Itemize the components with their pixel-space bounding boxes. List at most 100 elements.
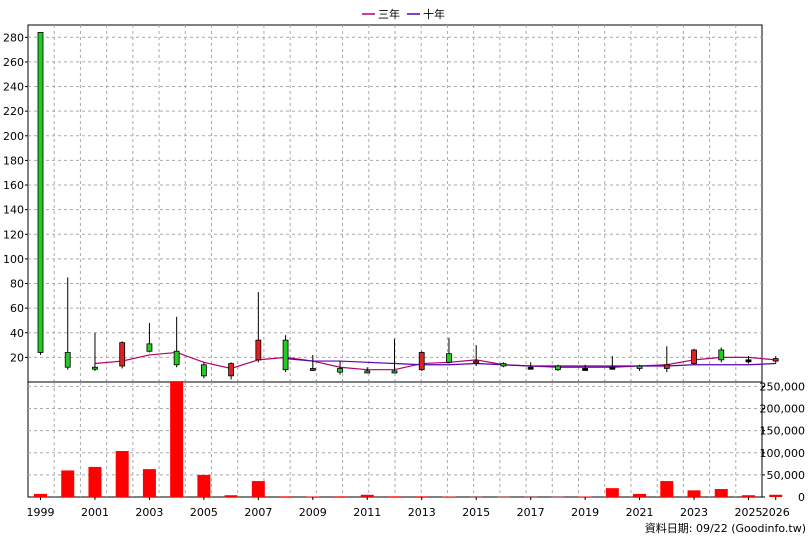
candle	[119, 341, 126, 369]
candle-body	[636, 365, 643, 369]
candlesticks	[37, 31, 779, 380]
candle-body	[745, 359, 752, 363]
volume-bar	[415, 496, 429, 497]
candle	[554, 364, 561, 371]
volume-bar	[360, 494, 374, 497]
x-tick-label: 2017	[517, 506, 545, 519]
volume-tick-label: 150,000	[760, 425, 806, 438]
candle-body	[418, 352, 425, 371]
x-tick-label: 2015	[462, 506, 490, 519]
volume-panel: 0 50,000 100,000 150,000 200,000 250,000	[27, 380, 806, 504]
candle	[582, 364, 589, 371]
candle	[92, 332, 98, 371]
candle	[663, 346, 670, 373]
candle	[446, 337, 452, 364]
price-tick-label: 60	[10, 302, 24, 315]
candle	[745, 356, 752, 364]
price-tick-label: 140	[3, 204, 24, 217]
volume-bar	[251, 481, 265, 497]
price-tick-label: 80	[10, 278, 24, 291]
volume-bar	[197, 474, 211, 497]
volume-tick-label: 250,000	[760, 380, 806, 393]
candle	[500, 362, 507, 368]
candle-body	[554, 365, 561, 371]
price-tick-label: 120	[3, 228, 24, 241]
candle-body	[200, 364, 207, 377]
x-tick-label: 2005	[190, 506, 218, 519]
x-tick-label: 2023	[680, 506, 708, 519]
candle-body	[64, 352, 71, 368]
x-tick-label: 2019	[571, 506, 599, 519]
price-tick-label: 180	[3, 154, 24, 167]
price-panel-frame	[27, 24, 763, 383]
x-tick-label: 2026	[762, 506, 790, 519]
candle-body	[473, 360, 480, 364]
candle-body	[92, 366, 98, 370]
x-tick-label: 1999	[27, 506, 55, 519]
candle-body	[282, 339, 289, 371]
candle-body	[718, 349, 725, 361]
x-tick-label: 2025	[735, 506, 763, 519]
candle-body	[500, 363, 507, 367]
candle	[364, 367, 371, 374]
volume-bar	[605, 488, 619, 497]
price-tick-label: 220	[3, 105, 24, 118]
candle	[200, 362, 207, 379]
candle	[691, 348, 697, 365]
price-tick-label: 200	[3, 130, 24, 143]
x-tick-label: 2001	[81, 506, 109, 519]
candle	[391, 338, 398, 374]
candle-body	[364, 370, 371, 374]
volume-bar	[34, 493, 47, 497]
candle-body	[663, 364, 670, 369]
candle-body	[228, 363, 235, 377]
volume-tick-label: 100,000	[760, 447, 806, 460]
candle	[636, 364, 643, 371]
candle	[309, 354, 316, 371]
price-tick-label: 280	[3, 31, 24, 44]
candle-body	[582, 368, 589, 371]
volume-bar	[224, 495, 238, 497]
candle	[282, 335, 289, 373]
candle-body	[772, 358, 779, 362]
volume-bar	[633, 493, 647, 497]
volume-bar	[742, 495, 755, 497]
candle	[337, 361, 343, 375]
candle-body	[309, 368, 316, 371]
x-tick-label: 2007	[244, 506, 272, 519]
candle-body	[37, 31, 44, 353]
volume-bar	[61, 470, 75, 497]
price-y-axis: 20 40 60 80 100 120 140 160 180 200 220 240 260 280	[3, 31, 28, 364]
price-tick-label: 160	[3, 179, 24, 192]
volume-bar	[769, 494, 783, 497]
volume-bar	[687, 490, 701, 497]
volume-bar	[88, 466, 102, 497]
volume-bar	[306, 496, 320, 498]
candle-body	[255, 339, 262, 361]
volume-tick-label: 0	[798, 491, 805, 504]
legend: 三年 十年	[362, 7, 445, 21]
volume-bar	[714, 489, 728, 497]
candle	[146, 322, 153, 353]
moving-average-line	[94, 351, 776, 371]
candle-body	[119, 342, 126, 367]
candle	[718, 347, 725, 363]
x-tick-label: 2021	[626, 506, 654, 519]
moving-average-lines	[94, 351, 776, 371]
candle-body	[527, 366, 534, 370]
volume-tick-label: 50,000	[767, 469, 806, 482]
legend-label-ten-year: 十年	[423, 7, 445, 21]
candle-body	[337, 368, 343, 373]
candle	[772, 356, 779, 364]
volume-bar	[333, 496, 347, 497]
volume-y-axis: 0 50,000 100,000 150,000 200,000 250,000	[760, 380, 806, 504]
volume-gridlines	[28, 382, 762, 497]
candle	[609, 356, 616, 370]
candle	[255, 292, 262, 363]
price-tick-label: 40	[10, 327, 24, 340]
volume-bar	[496, 496, 510, 498]
volume-bar	[442, 496, 456, 498]
candle-body	[146, 343, 153, 352]
candle-body	[391, 370, 398, 374]
